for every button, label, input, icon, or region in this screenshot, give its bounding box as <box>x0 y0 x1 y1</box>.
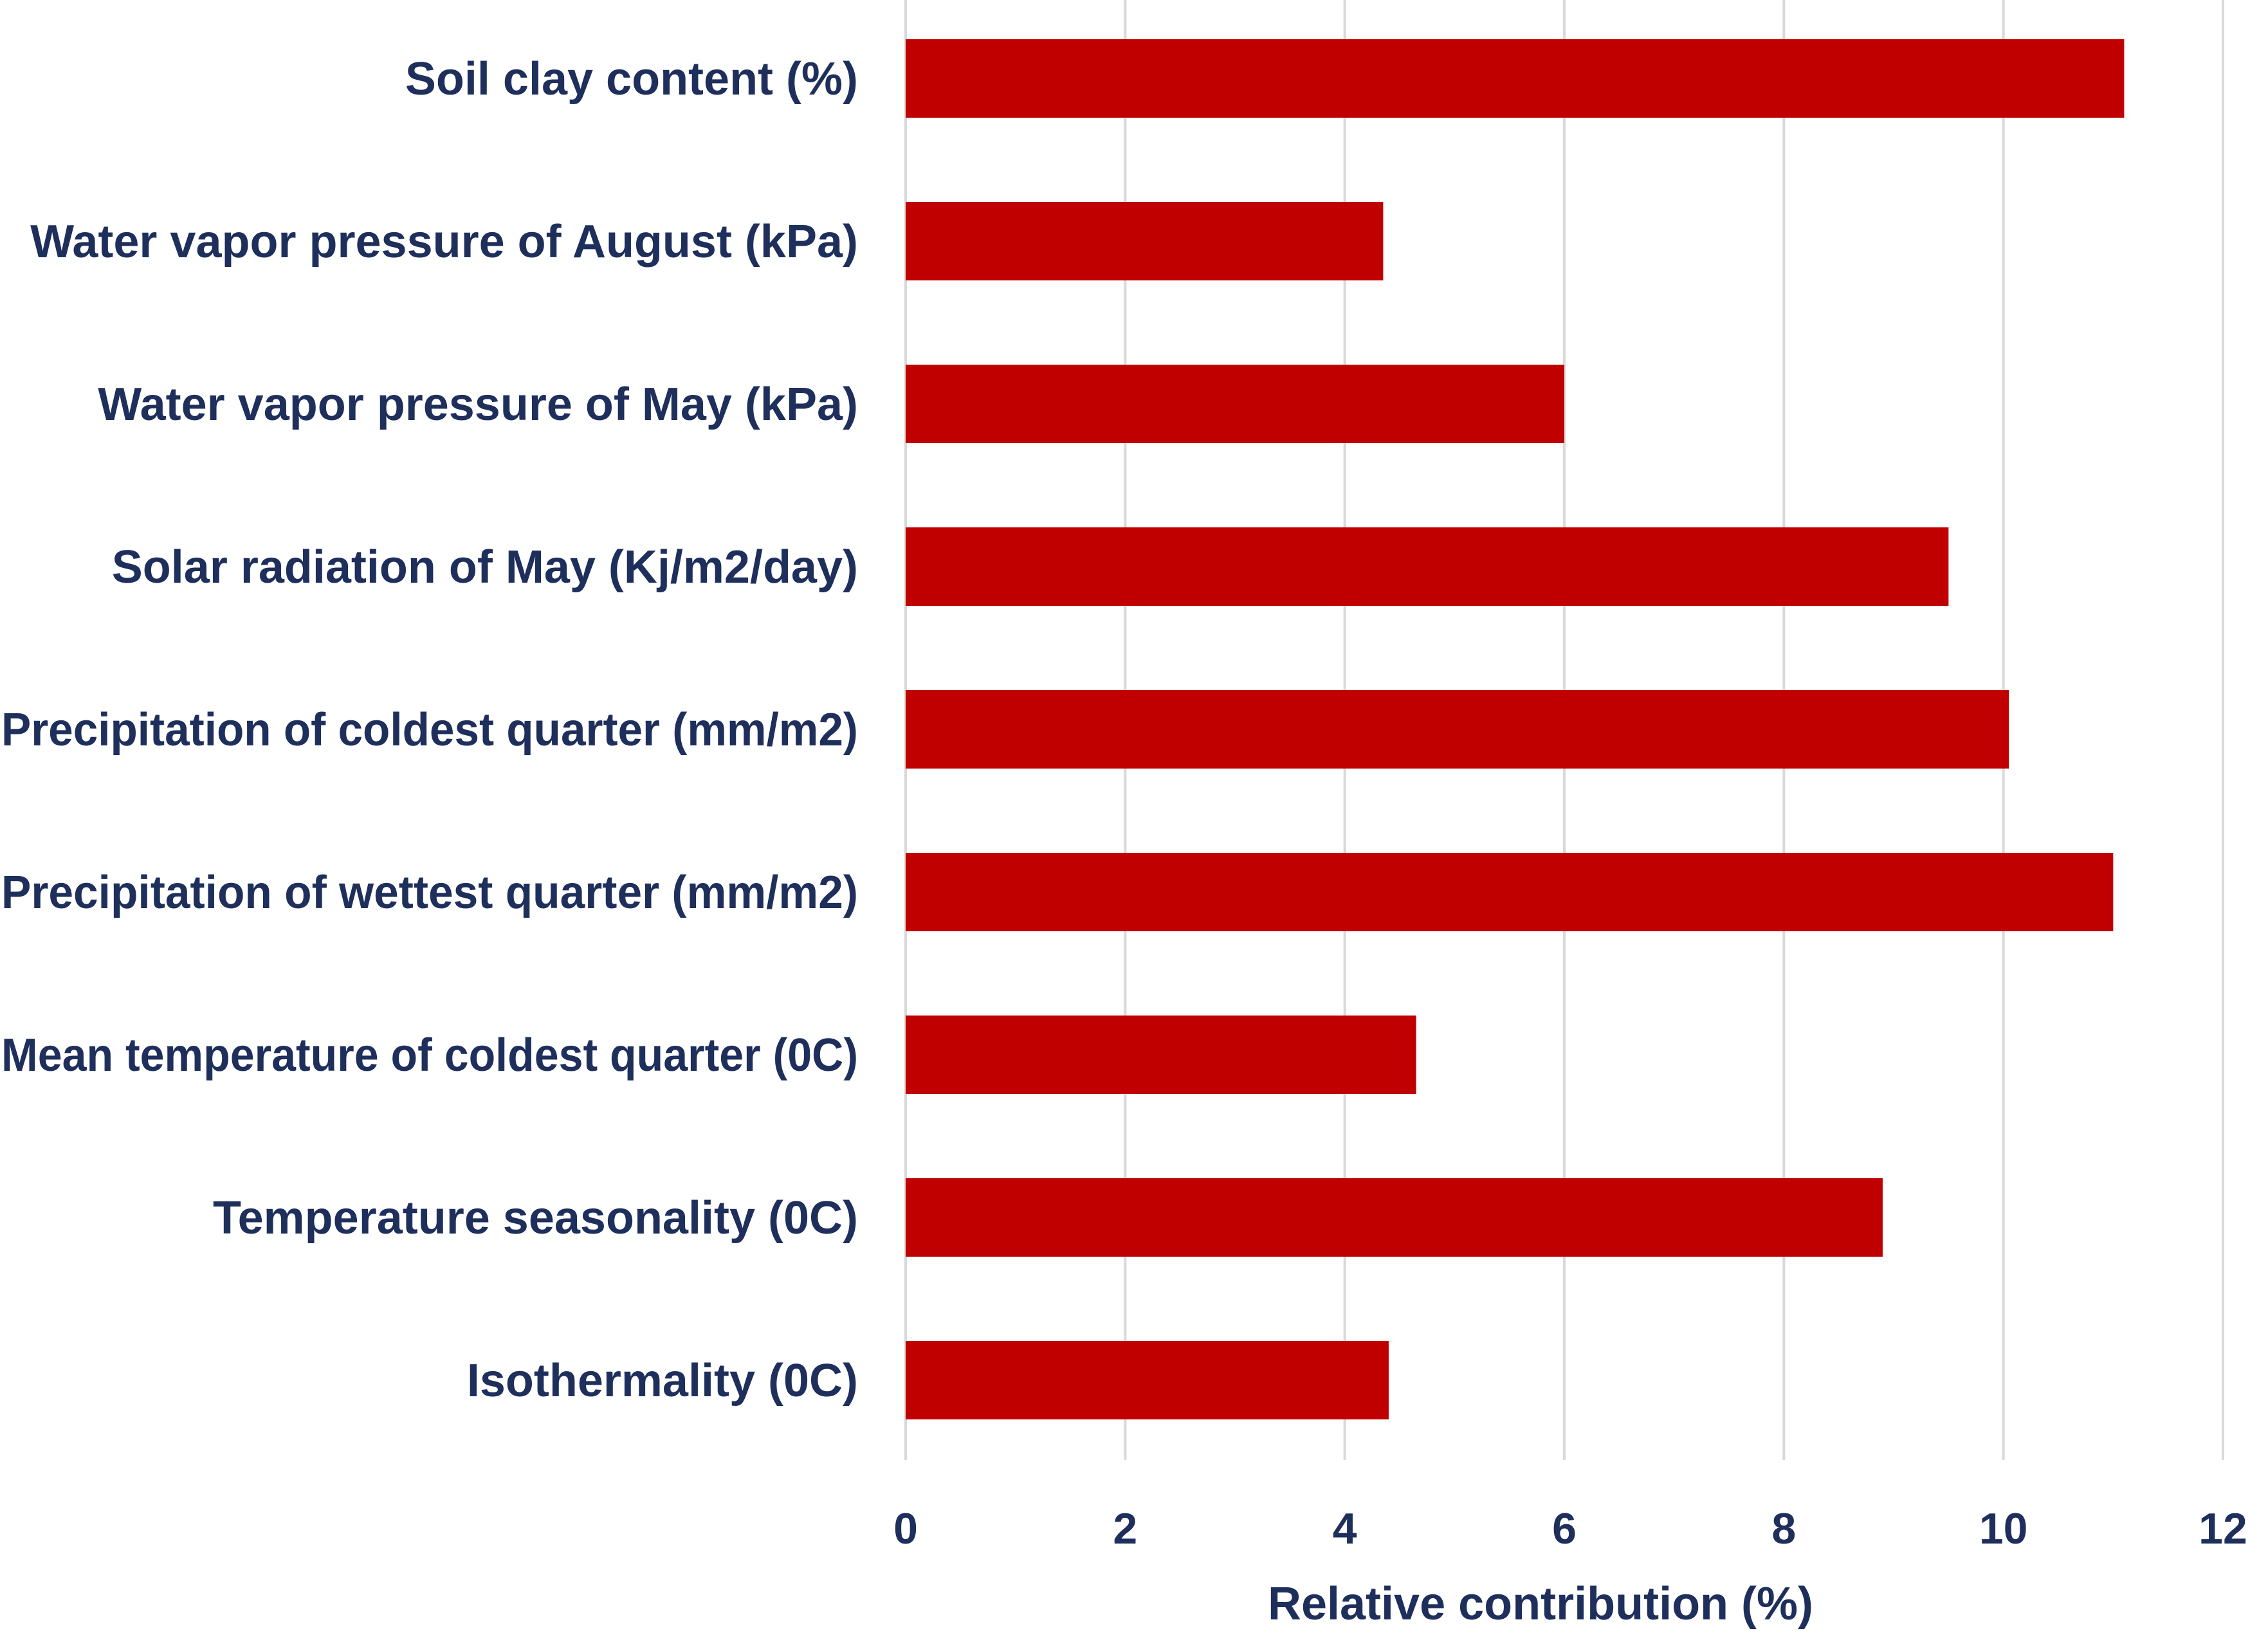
bars <box>906 39 2125 1419</box>
bar <box>906 39 2125 118</box>
category-label: Solar radiation of May (Kj/m2/day) <box>112 542 858 593</box>
category-label: Water vapor pressure of May (kPa) <box>98 379 858 430</box>
category-label: Soil clay content (%) <box>405 53 858 105</box>
category-label: Precipitation of wettest quarter (mm/m2) <box>1 867 858 918</box>
bar <box>906 527 1949 606</box>
bar <box>906 853 2114 931</box>
category-label: Water vapor pressure of August (kPa) <box>30 216 858 268</box>
category-label: Temperature seasonality (0C) <box>213 1192 858 1244</box>
category-labels: Soil clay content (%) Water vapor pressur… <box>1 53 858 1407</box>
x-tick-label: 2 <box>1113 1504 1137 1553</box>
x-tick-label: 10 <box>1979 1504 2028 1553</box>
bar <box>906 1178 1883 1257</box>
category-label: Precipitation of coldest quarter (mm/m2) <box>1 704 858 756</box>
bar <box>906 202 1384 280</box>
bar <box>906 1341 1389 1419</box>
category-label: Isothermality (0C) <box>467 1355 858 1407</box>
bar <box>906 690 2009 769</box>
x-tick-label: 6 <box>1552 1504 1577 1553</box>
category-label: Mean temperature of coldest quarter (0C) <box>1 1030 858 1081</box>
bar <box>906 365 1564 443</box>
x-tick-labels: 0 2 4 6 8 10 12 <box>893 1504 2247 1553</box>
x-tick-label: 8 <box>1771 1504 1796 1553</box>
x-tick-label: 12 <box>2199 1504 2247 1553</box>
x-axis-title: Relative contribution (%) <box>1268 1578 1813 1630</box>
x-tick-label: 4 <box>1333 1504 1357 1553</box>
bar <box>906 1016 1416 1094</box>
x-tick-label: 0 <box>893 1504 918 1553</box>
